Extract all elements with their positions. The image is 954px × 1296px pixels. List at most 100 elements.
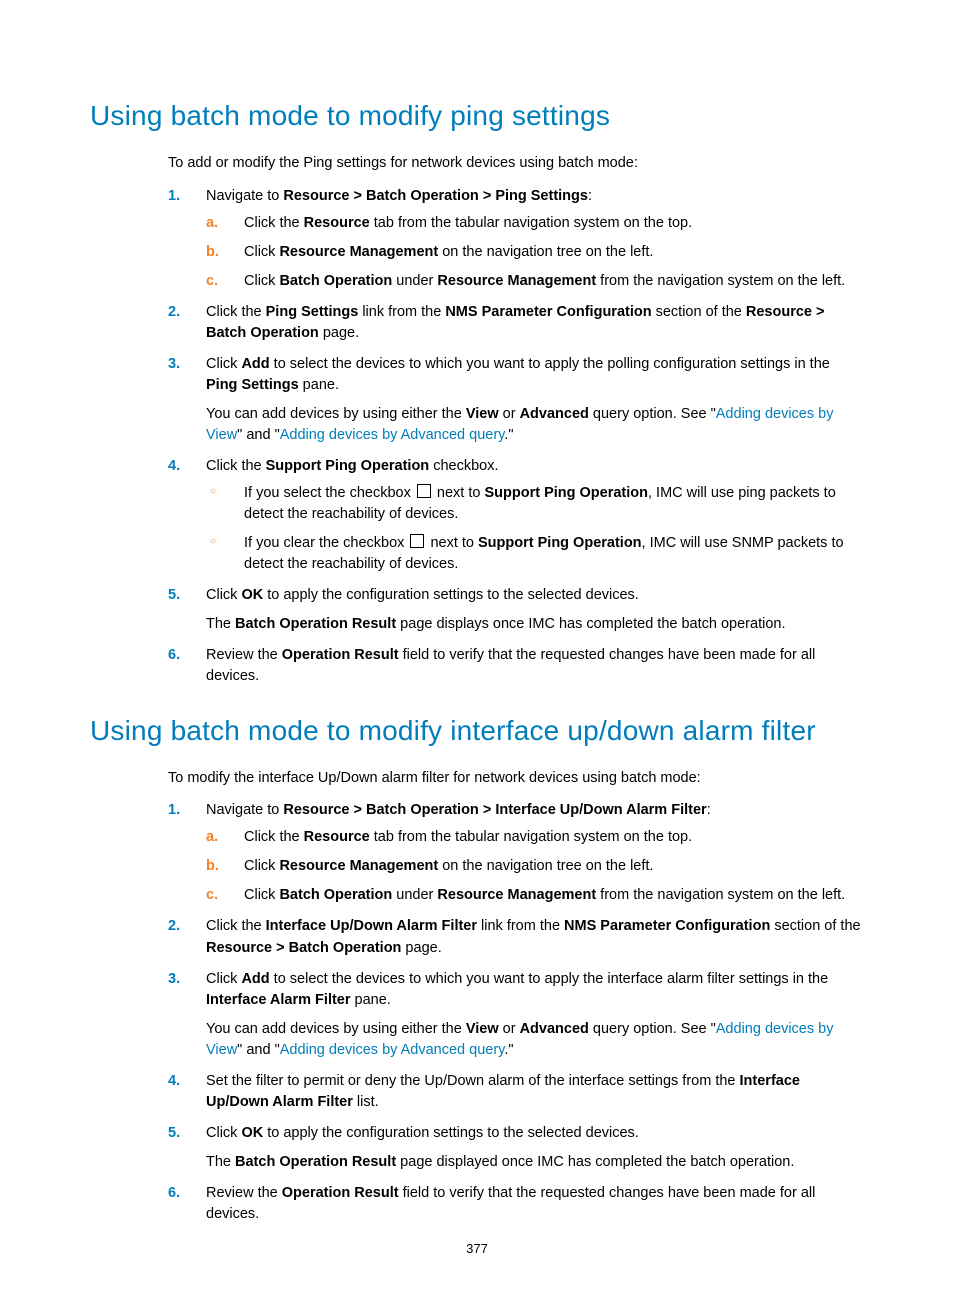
section2-heading: Using batch mode to modify interface up/… (90, 715, 864, 747)
s1-step5: 5. Click OK to apply the configuration s… (168, 585, 864, 635)
text: Set the filter to permit or deny the Up/… (206, 1073, 740, 1089)
bullet-icon: ○ (210, 535, 216, 550)
link-adding-by-advanced[interactable]: Adding devices by Advanced query (280, 1042, 505, 1058)
s1-step4-bullets: ○ If you select the checkbox next to Sup… (206, 483, 864, 575)
s2-step3: 3. Click Add to select the devices to wh… (168, 969, 864, 1061)
bold: Advanced (520, 406, 589, 422)
bold: Resource Management (437, 887, 596, 903)
text: Click the (206, 918, 266, 934)
s1-step4-bul2: ○ If you clear the checkbox next to Supp… (206, 533, 864, 575)
num-marker: 2. (168, 916, 180, 937)
bold: Support Ping Operation (266, 458, 430, 474)
text: under (392, 887, 437, 903)
s1-step1a: a. Click the Resource tab from the tabul… (206, 213, 864, 234)
s2-step1c: c. Click Batch Operation under Resource … (206, 885, 864, 906)
alpha-marker: c. (206, 271, 218, 292)
text: to select the devices to which you want … (270, 356, 830, 372)
s2-step5-para: The Batch Operation Result page displaye… (206, 1152, 864, 1173)
bold: Resource (304, 829, 370, 845)
bold: Resource Management (279, 858, 438, 874)
bold: Batch Operation (279, 887, 392, 903)
text: tab from the tabular navigation system o… (370, 215, 692, 231)
alpha-marker: b. (206, 242, 219, 263)
text: Click the (244, 215, 304, 231)
alpha-marker: c. (206, 885, 218, 906)
text: checkbox. (429, 458, 498, 474)
text: on the navigation tree on the left. (438, 858, 653, 874)
bold: Interface Up/Down Alarm Filter (266, 918, 477, 934)
text: section of the (770, 918, 860, 934)
text: tab from the tabular navigation system o… (370, 829, 692, 845)
bold: Ping Settings (206, 377, 299, 393)
text: or (499, 1021, 520, 1037)
bold: Resource Management (437, 273, 596, 289)
bold: Batch Operation Result (235, 1154, 396, 1170)
text: Click the (244, 829, 304, 845)
bold: Operation Result (282, 647, 399, 663)
text: ." (504, 1042, 513, 1058)
num-marker: 6. (168, 645, 180, 666)
alpha-marker: a. (206, 827, 218, 848)
bold: NMS Parameter Configuration (445, 304, 651, 320)
text: ." (504, 427, 513, 443)
bold: Add (241, 356, 269, 372)
checkbox-icon (410, 534, 424, 548)
bold: Operation Result (282, 1185, 399, 1201)
text: The (206, 616, 235, 632)
text: or (499, 406, 520, 422)
num-marker: 4. (168, 1071, 180, 1092)
text: page. (401, 940, 441, 956)
text: Click (206, 356, 241, 372)
bold: Add (241, 971, 269, 987)
s1-step6: 6. Review the Operation Result field to … (168, 645, 864, 687)
text: : (707, 802, 711, 818)
text: link from the (477, 918, 564, 934)
alpha-marker: b. (206, 856, 219, 877)
bold: Advanced (520, 1021, 589, 1037)
link-adding-by-advanced[interactable]: Adding devices by Advanced query (280, 427, 505, 443)
num-marker: 3. (168, 354, 180, 375)
num-marker: 5. (168, 585, 180, 606)
bullet-icon: ○ (210, 485, 216, 500)
alpha-marker: a. (206, 213, 218, 234)
text: Click (206, 587, 241, 603)
num-marker: 6. (168, 1183, 180, 1204)
text: You can add devices by using either the (206, 406, 466, 422)
section1-steps: 1. Navigate to Resource > Batch Operatio… (168, 186, 864, 687)
bold: Ping Settings (266, 304, 359, 320)
s2-step1a: a. Click the Resource tab from the tabul… (206, 827, 864, 848)
bold: Resource > Batch Operation > Interface U… (283, 802, 706, 818)
bold: Resource (304, 215, 370, 231)
text: Click (206, 1125, 241, 1141)
page-container: Using batch mode to modify ping settings… (0, 0, 954, 1296)
text: pane. (299, 377, 339, 393)
bold: OK (241, 587, 263, 603)
bold: Resource > Batch Operation (206, 940, 401, 956)
text: " and " (237, 1042, 280, 1058)
num-marker: 1. (168, 800, 180, 821)
text: The (206, 1154, 235, 1170)
text: from the navigation system on the left. (596, 273, 845, 289)
text: Click the (206, 458, 266, 474)
text: If you clear the checkbox (244, 535, 408, 551)
text: on the navigation tree on the left. (438, 244, 653, 260)
s2-step1: 1. Navigate to Resource > Batch Operatio… (168, 800, 864, 906)
text: link from the (358, 304, 445, 320)
text: from the navigation system on the left. (596, 887, 845, 903)
bold: View (466, 406, 499, 422)
text: Navigate to (206, 188, 283, 204)
bold: Interface Alarm Filter (206, 992, 351, 1008)
bold: Batch Operation (279, 273, 392, 289)
text: page displayed once IMC has completed th… (396, 1154, 794, 1170)
text: Click (244, 887, 279, 903)
text: Review the (206, 647, 282, 663)
s2-step2: 2. Click the Interface Up/Down Alarm Fil… (168, 916, 864, 958)
s1-step3: 3. Click Add to select the devices to wh… (168, 354, 864, 446)
text: section of the (652, 304, 746, 320)
s1-step1: 1. Navigate to Resource > Batch Operatio… (168, 186, 864, 292)
text: page. (319, 325, 359, 341)
bold: Resource > Batch Operation > Ping Settin… (283, 188, 588, 204)
num-marker: 3. (168, 969, 180, 990)
text: Review the (206, 1185, 282, 1201)
text: You can add devices by using either the (206, 1021, 466, 1037)
